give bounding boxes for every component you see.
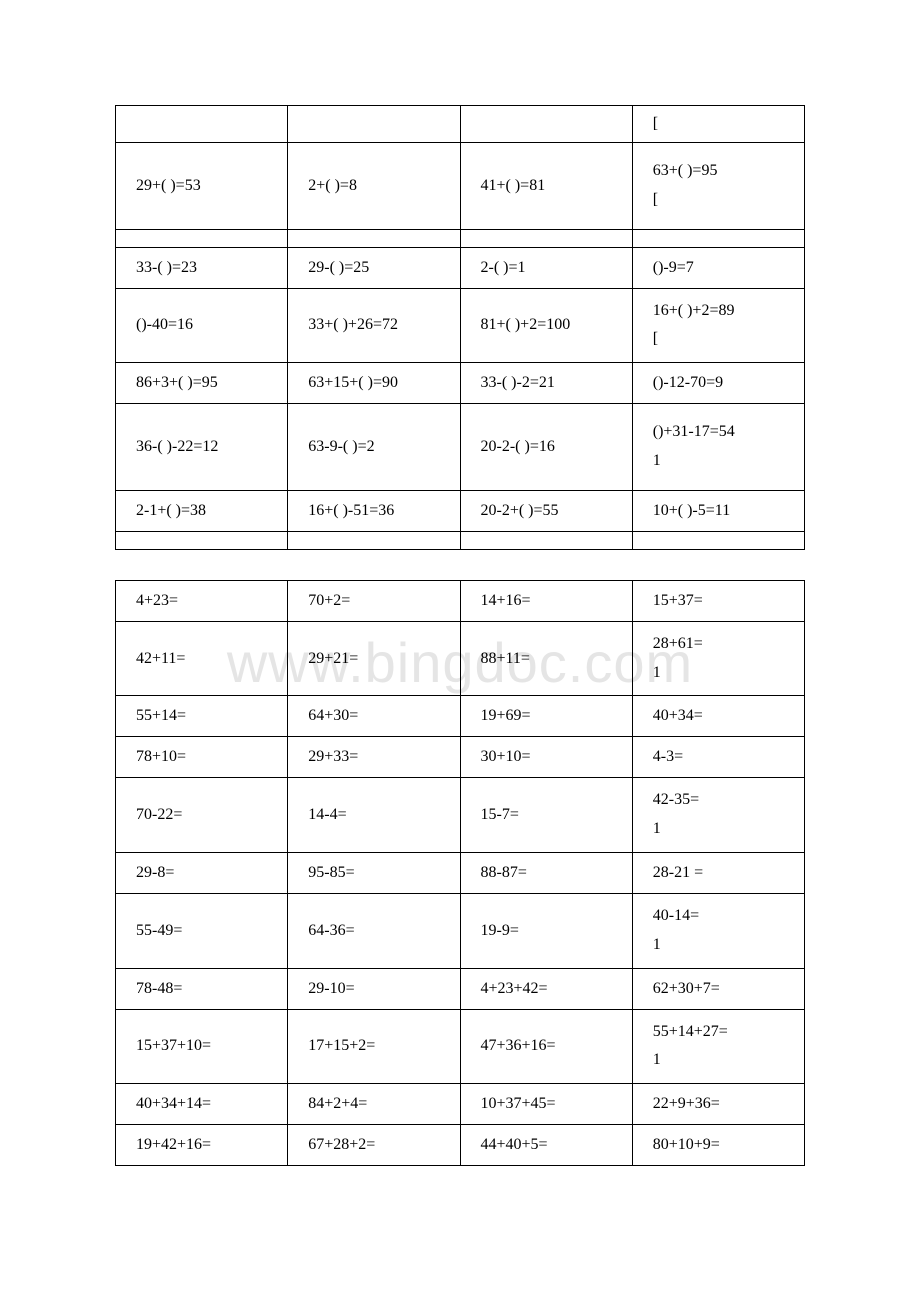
table-cell: 95-85= [288,852,460,893]
table-cell: 70-22= [116,778,288,853]
table-cell: 4+23= [116,580,288,621]
table-cell: 16+( )+2=89[ [632,288,804,363]
table-cell: 64+30= [288,696,460,737]
table-cell [288,229,460,247]
table-cell: 17+15+2= [288,1009,460,1084]
table-cell: 40+34= [632,696,804,737]
table-cell: 16+( )-51=36 [288,490,460,531]
table-cell: 64-36= [288,893,460,968]
table-cell: 33+( )+26=72 [288,288,460,363]
table-cell: 15+37+10= [116,1009,288,1084]
table-cell: 62+30+7= [632,968,804,1009]
table-cell: 55-49= [116,893,288,968]
table-cell: 10+37+45= [460,1084,632,1125]
table-cell: 14+16= [460,580,632,621]
table-cell: 10+( )-5=11 [632,490,804,531]
worksheet-table-1: [ 29+( )=53 2+( )=8 41+( )=81 63+( )=95[… [115,105,805,550]
table-cell: 67+28+2= [288,1125,460,1166]
table-cell [288,531,460,549]
table-cell: 42-35=1 [632,778,804,853]
table-cell: 28-21 = [632,852,804,893]
table-cell [460,106,632,143]
table-cell [460,531,632,549]
table-cell: 44+40+5= [460,1125,632,1166]
table-cell: 36-( )-22=12 [116,404,288,491]
table-cell: 2-1+( )=38 [116,490,288,531]
table-cell: 41+( )=81 [460,143,632,230]
table-cell: 19-9= [460,893,632,968]
table-cell [116,229,288,247]
table-cell: 84+2+4= [288,1084,460,1125]
table-cell: 55+14= [116,696,288,737]
table-cell: 42+11= [116,621,288,696]
table-cell [460,229,632,247]
table-cell: 20-2-( )=16 [460,404,632,491]
table-cell: 29+33= [288,737,460,778]
table-cell: 80+10+9= [632,1125,804,1166]
table-cell: 78+10= [116,737,288,778]
table-cell: 14-4= [288,778,460,853]
table-cell: ()+31-17=541 [632,404,804,491]
worksheet-table-2: 4+23= 70+2= 14+16= 15+37= 42+11= 29+21= … [115,580,805,1166]
table-cell: 19+42+16= [116,1125,288,1166]
table-cell: 63+( )=95[ [632,143,804,230]
table-cell: 33-( )-2=21 [460,363,632,404]
table-cell: ()-9=7 [632,247,804,288]
table-cell: 19+69= [460,696,632,737]
table-gap [115,550,805,580]
table-cell: 29+( )=53 [116,143,288,230]
table-cell: 40+34+14= [116,1084,288,1125]
table-cell [288,106,460,143]
table-cell: 55+14+27=1 [632,1009,804,1084]
table-cell: 29-8= [116,852,288,893]
table-cell: 63-9-( )=2 [288,404,460,491]
table-cell: [ [632,106,804,143]
table-cell [116,531,288,549]
table-cell: 28+61=1 [632,621,804,696]
table-cell: 29-10= [288,968,460,1009]
page-content: [ 29+( )=53 2+( )=8 41+( )=81 63+( )=95[… [115,105,805,1166]
table-cell: 15-7= [460,778,632,853]
table-cell: 33-( )=23 [116,247,288,288]
table-cell: 63+15+( )=90 [288,363,460,404]
table-cell: 22+9+36= [632,1084,804,1125]
table-cell: 88-87= [460,852,632,893]
table-cell [632,531,804,549]
table-cell: ()-12-70=9 [632,363,804,404]
table-cell [632,229,804,247]
table-cell: 70+2= [288,580,460,621]
table-cell: 20-2+( )=55 [460,490,632,531]
table-cell: 15+37= [632,580,804,621]
table-cell: 29+21= [288,621,460,696]
table-cell: 4+23+42= [460,968,632,1009]
table-cell: 30+10= [460,737,632,778]
table-cell: 88+11= [460,621,632,696]
table-cell: 78-48= [116,968,288,1009]
table-cell: 81+( )+2=100 [460,288,632,363]
table-cell: 2-( )=1 [460,247,632,288]
table-cell: 40-14=1 [632,893,804,968]
table-cell: ()-40=16 [116,288,288,363]
table-cell [116,106,288,143]
table-cell: 29-( )=25 [288,247,460,288]
table-cell: 86+3+( )=95 [116,363,288,404]
table-cell: 4-3= [632,737,804,778]
table-cell: 2+( )=8 [288,143,460,230]
table-cell: 47+36+16= [460,1009,632,1084]
